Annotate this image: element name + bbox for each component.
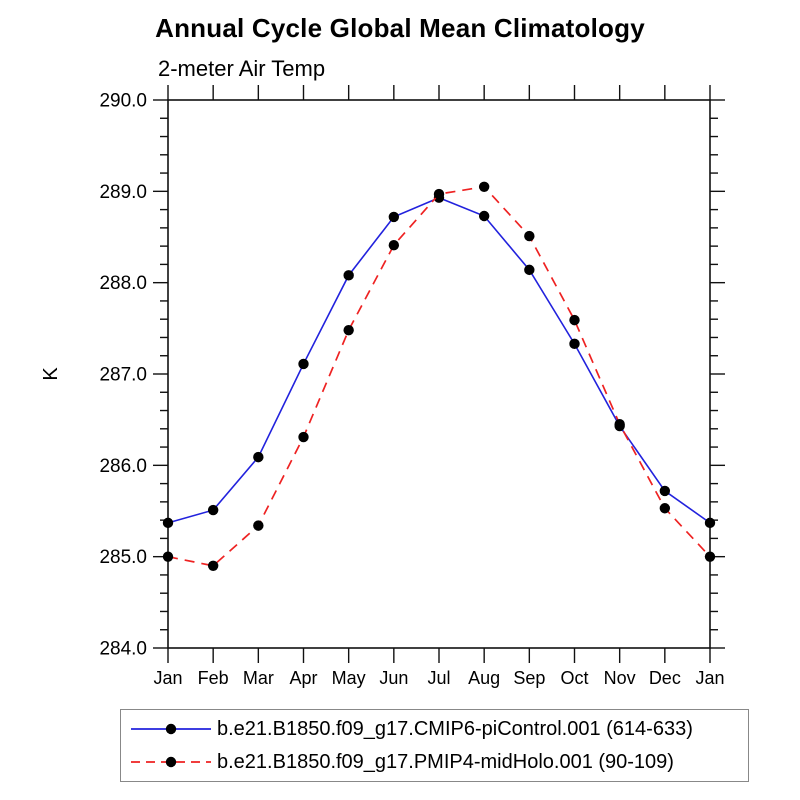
x-axis-tick-label: Jun bbox=[379, 668, 408, 688]
legend-label-picontrol: b.e21.B1850.f09_g17.CMIP6-piControl.001 … bbox=[217, 717, 693, 740]
x-axis-tick-label: Oct bbox=[560, 668, 588, 688]
legend-marker-dot-icon bbox=[165, 756, 177, 768]
data-point-marker-series-1 bbox=[614, 419, 625, 430]
data-point-marker-series-1 bbox=[433, 188, 445, 200]
x-axis-tick-label: Aug bbox=[468, 668, 500, 688]
data-point-marker-series-1 bbox=[253, 520, 264, 531]
y-axis-tick-label: 290.0 bbox=[99, 91, 147, 112]
x-axis-tick-label: Nov bbox=[604, 668, 636, 688]
x-axis-tick-label: Jan bbox=[695, 668, 724, 688]
legend-item-midholo: b.e21.B1850.f09_g17.PMIP4-midHolo.001 (9… bbox=[127, 746, 748, 779]
y-axis-tick-label: 287.0 bbox=[99, 365, 147, 386]
x-axis-tick-label: Jul bbox=[427, 668, 450, 688]
y-axis-tick-label: 286.0 bbox=[99, 456, 147, 477]
data-point-marker-series-1 bbox=[524, 230, 535, 242]
data-point-marker-series-0 bbox=[659, 485, 671, 497]
series-line-1 bbox=[167, 185, 711, 567]
series-line-0 bbox=[167, 196, 711, 524]
data-point-marker-series-1 bbox=[659, 503, 671, 514]
x-axis-tick-label: Mar bbox=[243, 668, 274, 688]
x-axis-tick-label: Sep bbox=[513, 668, 545, 688]
legend-marker-dot-icon bbox=[165, 723, 177, 735]
x-axis-tick-label: Jan bbox=[153, 668, 182, 688]
data-point-marker-series-0 bbox=[704, 517, 716, 529]
y-axis-tick-label: 289.0 bbox=[99, 182, 147, 203]
data-point-marker-series-1 bbox=[343, 324, 354, 336]
data-point-marker-series-1 bbox=[298, 431, 309, 443]
y-axis-tick-label: 288.0 bbox=[99, 273, 147, 294]
data-point-marker-series-0 bbox=[207, 504, 219, 516]
plot-frame bbox=[167, 99, 711, 649]
data-point-marker-series-0 bbox=[343, 270, 354, 281]
data-point-marker-series-1 bbox=[704, 551, 716, 562]
legend-swatch-solid-line-icon bbox=[131, 723, 211, 735]
data-point-marker-series-0 bbox=[253, 451, 264, 463]
legend-swatch-dashed-line-icon bbox=[131, 756, 211, 768]
y-axis-tick-label: 285.0 bbox=[99, 547, 147, 568]
data-point-marker-series-0 bbox=[478, 210, 490, 222]
chart-legend: b.e21.B1850.f09_g17.CMIP6-piControl.001 … bbox=[120, 709, 749, 782]
data-point-marker-series-1 bbox=[569, 314, 580, 326]
data-point-marker-series-0 bbox=[524, 264, 535, 276]
chart-subtitle: 2-meter Air Temp bbox=[158, 56, 326, 81]
data-point-marker-series-1 bbox=[388, 240, 400, 251]
legend-label-midholo: b.e21.B1850.f09_g17.PMIP4-midHolo.001 (9… bbox=[217, 750, 674, 773]
data-point-marker-series-1 bbox=[478, 181, 490, 192]
x-axis-tick-label: Dec bbox=[649, 668, 681, 688]
x-axis-tick-label: Feb bbox=[198, 668, 229, 688]
x-axis-tick-label: Apr bbox=[289, 668, 317, 688]
x-axis-tick-label: May bbox=[332, 668, 366, 688]
data-point-marker-series-0 bbox=[569, 338, 580, 350]
y-axis-tick-label: 284.0 bbox=[99, 639, 147, 660]
data-point-marker-series-0 bbox=[298, 358, 309, 370]
chart-title: Annual Cycle Global Mean Climatology bbox=[155, 13, 645, 43]
data-point-marker-series-1 bbox=[207, 560, 219, 571]
legend-item-picontrol: b.e21.B1850.f09_g17.CMIP6-piControl.001 … bbox=[127, 713, 748, 746]
data-point-marker-series-1 bbox=[162, 551, 174, 562]
data-point-marker-series-0 bbox=[162, 517, 174, 529]
y-axis-title: K bbox=[40, 367, 62, 381]
data-point-marker-series-0 bbox=[388, 211, 400, 223]
